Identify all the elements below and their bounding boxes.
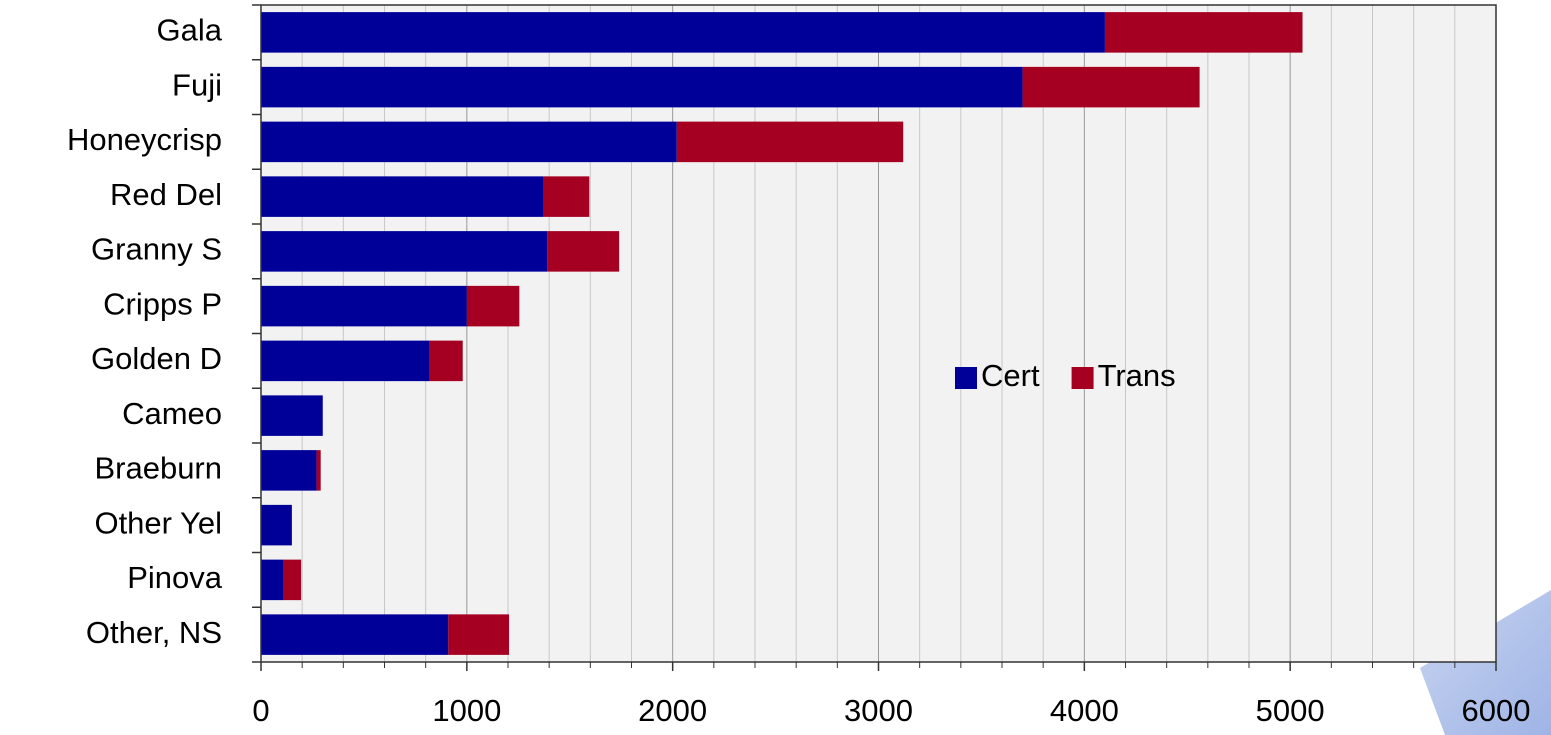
x-tick-label: 6000	[1462, 693, 1531, 728]
bar	[1022, 66, 1200, 108]
y-tick-label: Honeycrisp	[67, 122, 222, 157]
bar	[316, 450, 321, 491]
legend-swatch	[1071, 367, 1094, 389]
bar	[283, 559, 302, 601]
bar	[547, 231, 620, 272]
bar	[261, 450, 317, 491]
y-tick-label: Other Yel	[94, 505, 222, 540]
bar	[261, 231, 548, 272]
y-tick-label: Gala	[157, 13, 223, 48]
bar	[1104, 12, 1303, 53]
bar	[429, 340, 463, 382]
bar	[261, 66, 1023, 108]
y-tick-label: Other, NS	[86, 615, 222, 650]
legend-label: Cert	[981, 358, 1040, 393]
x-tick-label: 1000	[432, 693, 501, 728]
bar	[261, 614, 449, 655]
y-tick-label: Fuji	[172, 67, 222, 102]
bar	[676, 121, 904, 163]
y-tick-label: Pinova	[127, 560, 223, 595]
y-tick-label: Cripps P	[103, 286, 222, 321]
bar	[261, 285, 467, 327]
y-tick-label: Braeburn	[94, 451, 222, 486]
bar	[261, 559, 284, 601]
bar	[261, 12, 1105, 53]
y-tick-label: Red Del	[110, 177, 222, 212]
x-tick-label: 3000	[844, 693, 913, 728]
bar	[466, 285, 520, 327]
y-tick-label: Golden D	[91, 341, 222, 376]
x-tick-label: 5000	[1256, 693, 1325, 728]
legend-label: Trans	[1098, 358, 1176, 393]
bar	[261, 395, 323, 436]
x-tick-label: 4000	[1050, 693, 1119, 728]
bar	[261, 504, 292, 546]
bar	[448, 614, 510, 655]
y-tick-label: Granny S	[91, 232, 222, 267]
bar	[261, 340, 430, 382]
bar	[261, 121, 677, 163]
x-tick-label: 0	[252, 693, 269, 728]
bar	[261, 176, 543, 217]
x-tick-label: 2000	[638, 693, 707, 728]
bar	[542, 176, 590, 217]
y-tick-label: Cameo	[122, 396, 222, 431]
legend-swatch	[955, 367, 977, 389]
